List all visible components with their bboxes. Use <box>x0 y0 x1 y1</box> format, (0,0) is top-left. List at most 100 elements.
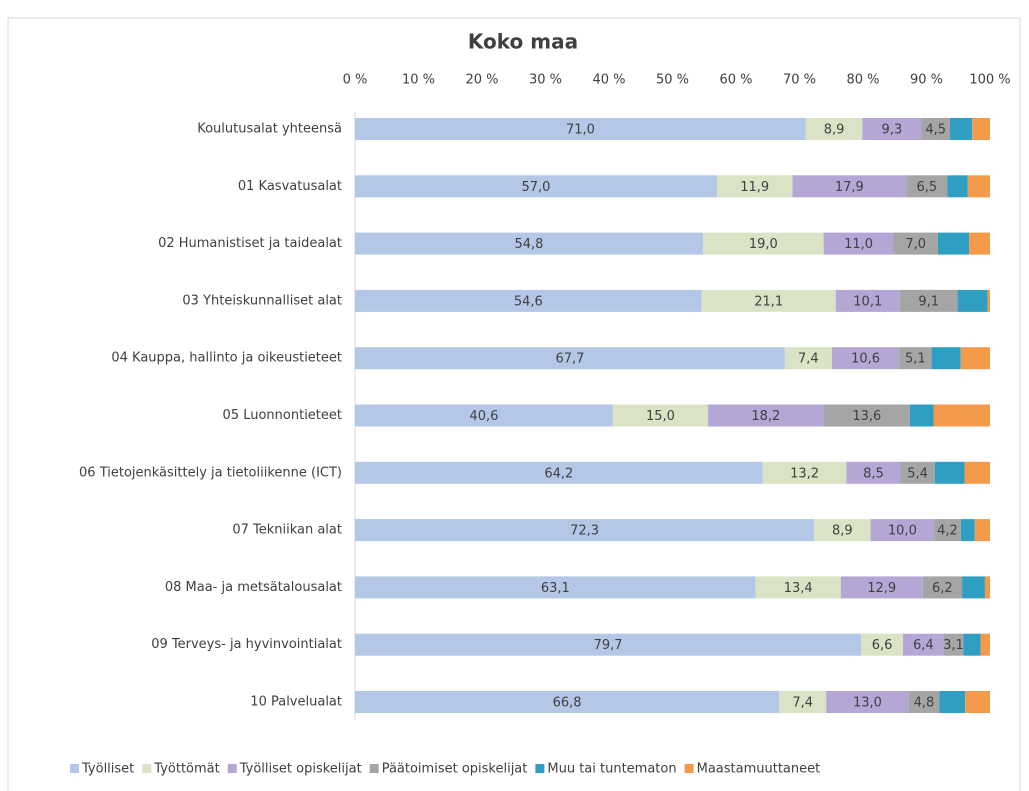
data-label: 5,4 <box>907 466 928 481</box>
x-tick-label: 10 % <box>402 73 435 88</box>
data-label: 7,4 <box>798 352 819 367</box>
data-label: 5,1 <box>905 352 926 367</box>
bar-segment <box>784 347 832 370</box>
bar-segment <box>702 232 824 255</box>
bar-segment <box>964 461 990 484</box>
category-label: 01 Kasvatusalat <box>238 179 342 194</box>
bar-segment <box>934 519 961 542</box>
bar-segment <box>355 461 763 484</box>
bar-segment <box>355 118 806 140</box>
category-label: 07 Tekniikan alat <box>232 523 342 538</box>
legend-swatch <box>369 764 379 773</box>
bar-segment <box>947 175 968 198</box>
bar-segment <box>846 461 901 484</box>
category-label: 06 Tietojenkäsittely ja tietoliikenne (I… <box>79 465 342 480</box>
data-label: 6,2 <box>932 581 953 596</box>
bar-segment <box>716 175 793 198</box>
bar-segment <box>900 461 935 484</box>
bar-segment <box>984 576 990 599</box>
bar-segment <box>355 289 702 312</box>
data-label: 9,3 <box>882 123 903 138</box>
bar-segment <box>779 691 827 713</box>
bar-segment <box>903 633 944 656</box>
bar-segment <box>965 691 990 713</box>
bar-segment <box>931 347 961 370</box>
bar-segment <box>974 519 990 542</box>
bar-segment <box>934 461 965 484</box>
bar-segment <box>960 347 990 370</box>
data-label: 3,1 <box>943 638 964 653</box>
bar-segment <box>969 232 990 255</box>
bar-segment <box>755 576 841 599</box>
legend-swatch <box>684 764 694 773</box>
data-label: 54,8 <box>515 237 544 252</box>
legend-label: Työlliset opiskelijat <box>239 762 362 777</box>
bar-segment <box>355 519 815 542</box>
data-label: 17,9 <box>835 180 864 195</box>
category-label: 05 Luonnontieteet <box>223 408 342 423</box>
data-label: 7,0 <box>905 237 926 252</box>
bar-segment <box>980 633 990 656</box>
x-tick-label: 0 % <box>343 73 368 88</box>
bar-segment <box>823 232 894 255</box>
x-tick-label: 90 % <box>910 73 943 88</box>
data-label: 6,5 <box>916 180 937 195</box>
legend-swatch <box>70 764 79 773</box>
bar-segment <box>792 175 907 198</box>
bar-segment <box>967 175 990 198</box>
data-label: 8,9 <box>824 123 845 138</box>
data-label: 11,0 <box>844 237 873 252</box>
data-label: 54,6 <box>514 294 543 309</box>
x-tick-label: 20 % <box>465 73 498 88</box>
bar-segment <box>355 633 862 656</box>
bar-segment <box>814 519 871 542</box>
data-label: 64,2 <box>544 466 573 481</box>
data-label: 21,1 <box>754 294 783 309</box>
bar-segment <box>862 118 922 140</box>
bar-segment <box>957 289 988 312</box>
legend-swatch <box>227 764 237 773</box>
category-label: 10 Palvelualat <box>250 695 342 710</box>
data-label: 13,2 <box>790 466 819 481</box>
bar-segment <box>835 289 900 312</box>
category-label: 03 Yhteiskunnalliset alat <box>182 293 342 308</box>
data-label: 63,1 <box>541 581 570 596</box>
category-label: 04 Kauppa, hallinto ja oikeustieteet <box>111 351 342 366</box>
bar-segment <box>960 519 975 542</box>
bar-segment <box>987 289 990 312</box>
bar-segment <box>701 289 836 312</box>
data-label: 13,0 <box>853 696 882 711</box>
data-label: 8,5 <box>863 466 884 481</box>
bar-segment <box>826 691 909 713</box>
data-label: 66,8 <box>553 696 582 711</box>
data-label: 4,5 <box>925 123 946 138</box>
data-label: 10,6 <box>851 352 880 367</box>
bar-segment <box>933 404 990 427</box>
bar-segment <box>937 232 970 255</box>
data-label: 6,4 <box>913 638 934 653</box>
bar-segment <box>962 576 985 599</box>
category-label: Koulutusalat yhteensä <box>197 122 342 137</box>
bar-segment <box>823 404 910 427</box>
bar-segment <box>861 633 904 656</box>
legend-label: Muu tai tuntematon <box>547 762 676 777</box>
legend-swatch <box>535 764 545 773</box>
data-label: 12,9 <box>867 581 896 596</box>
data-label: 4,2 <box>937 524 958 539</box>
bar-segment <box>943 633 964 656</box>
bar-segment <box>906 175 948 198</box>
data-label: 72,3 <box>570 524 599 539</box>
legend-label: Maastamuuttaneet <box>697 762 821 777</box>
data-label: 8,9 <box>832 524 853 539</box>
legend-label: Päätoimiset opiskelijat <box>382 762 528 777</box>
bar-segment <box>355 175 717 198</box>
bar-segment <box>612 404 709 427</box>
data-label: 18,2 <box>751 409 780 424</box>
category-label: 09 Terveys- ja hyvinvointialat <box>151 637 342 652</box>
data-label: 57,0 <box>521 180 550 195</box>
legend-label: Työlliset <box>81 762 134 777</box>
data-label: 19,0 <box>749 237 778 252</box>
data-label: 4,8 <box>914 696 935 711</box>
data-label: 9,1 <box>918 294 939 309</box>
